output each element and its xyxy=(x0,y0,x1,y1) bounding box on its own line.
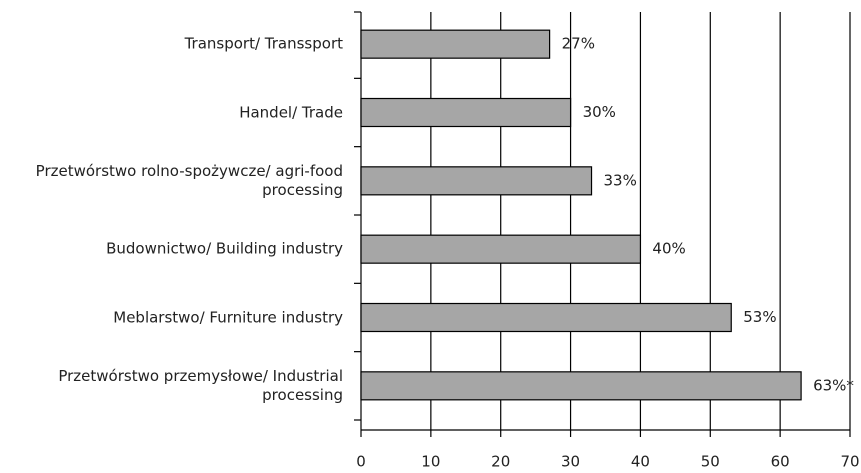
value-label: 33% xyxy=(604,171,637,189)
x-tick-label: 70 xyxy=(840,453,859,471)
y-tick-label: Meblarstwo/ Furniture industry xyxy=(113,308,343,326)
y-tick-label: Przetwórstwo przemysłowe/ Industrial pro… xyxy=(58,366,343,404)
x-tick-label: 40 xyxy=(631,453,650,471)
x-tick-label: 30 xyxy=(561,453,580,471)
value-label: 30% xyxy=(583,103,616,121)
x-tick-label: 50 xyxy=(701,453,720,471)
bar xyxy=(360,234,642,264)
bar xyxy=(360,29,551,59)
y-tick-label: Przetwórstwo rolno-spożywcze/ agri-food … xyxy=(35,161,343,199)
y-tick-label: Budownictwo/ Building industry xyxy=(106,239,343,258)
bar xyxy=(360,166,593,196)
bar xyxy=(360,302,732,333)
value-label: 53% xyxy=(743,308,776,326)
x-tick-label: 0 xyxy=(356,453,366,471)
x-tick-label: 20 xyxy=(491,453,510,471)
bar xyxy=(360,97,572,128)
value-label: 63%* xyxy=(813,376,854,394)
y-tick-label: Transport/ Transsport xyxy=(184,34,343,53)
x-tick-label: 60 xyxy=(771,453,790,471)
y-tick-label: Handel/ Trade xyxy=(239,103,343,121)
value-label: 27% xyxy=(562,35,595,53)
x-tick-label: 10 xyxy=(421,453,440,471)
value-label: 40% xyxy=(652,240,685,258)
bar xyxy=(360,371,802,401)
